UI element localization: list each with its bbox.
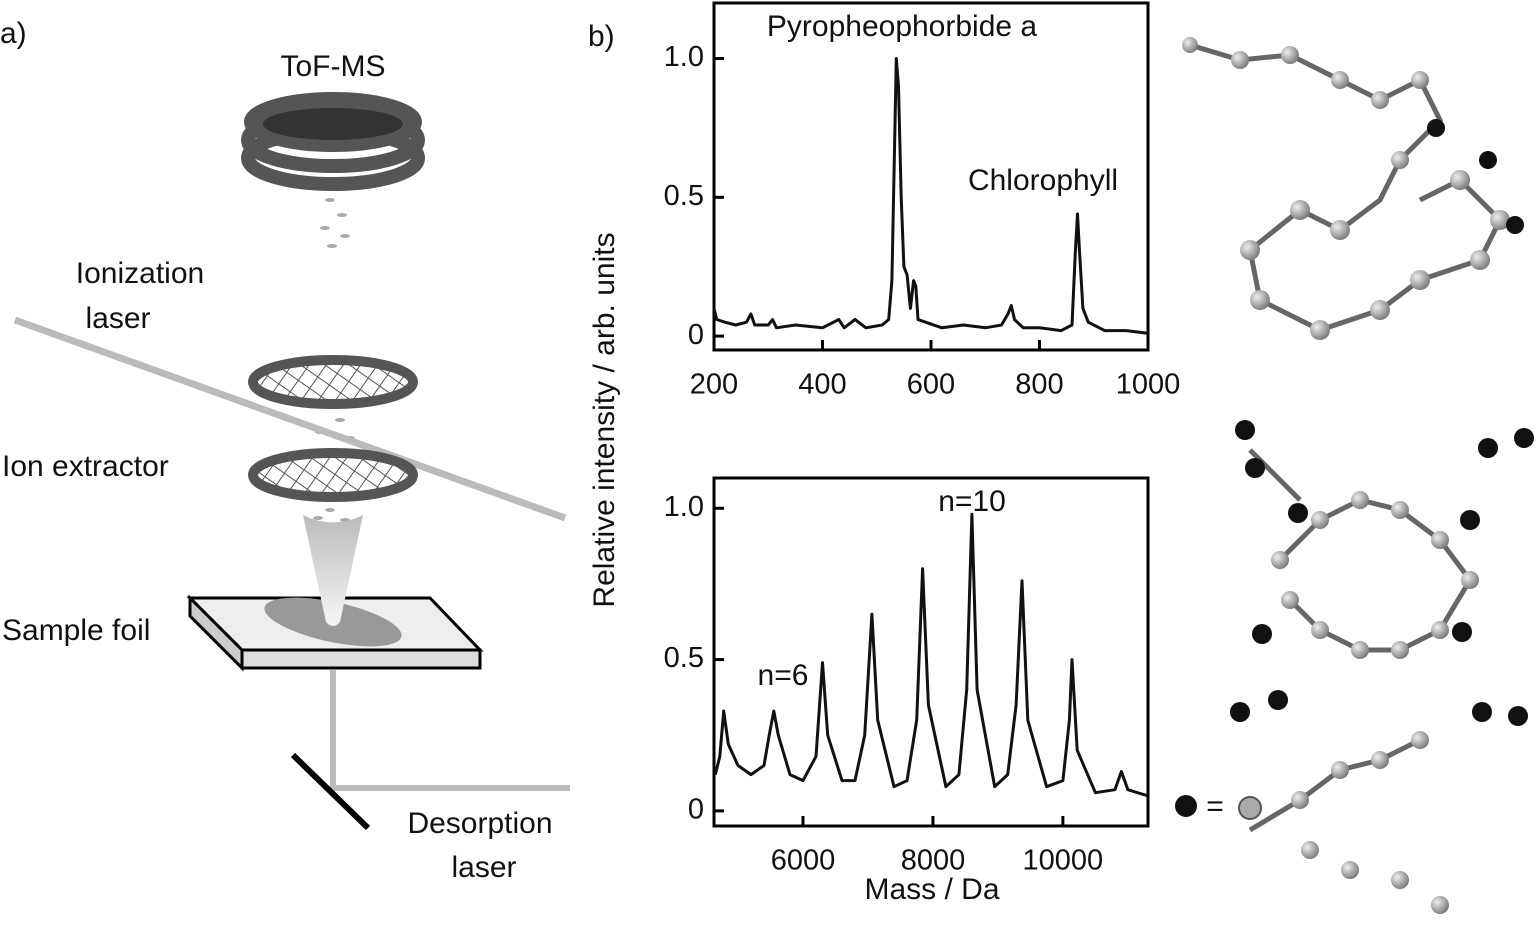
annotation: Pyropheophorbide a: [767, 10, 1038, 43]
equals-sign: =: [1206, 790, 1224, 823]
annotation: n=10: [938, 485, 1006, 518]
x-tick-label: 6000: [771, 845, 836, 877]
x-tick-label: 200: [690, 369, 738, 401]
annotation: Chlorophyll: [968, 164, 1118, 197]
atoms: [1182, 37, 1510, 914]
desorption-label: Desorption: [407, 807, 552, 840]
setup-diagram: [13, 92, 570, 831]
ionization-label: laser: [85, 302, 150, 335]
foil-label: Sample foil: [2, 614, 150, 647]
annotation: n=6: [758, 659, 809, 692]
tof-label: ToF-MS: [281, 50, 386, 83]
ionization-label: Ionization: [76, 257, 204, 290]
desorption-label: laser: [451, 851, 516, 884]
y-tick-label: 1.0: [664, 41, 704, 73]
y-tick-label: 0: [688, 319, 704, 351]
x-axis-label: Mass / Da: [864, 873, 999, 906]
x-tick-label: 1000: [1116, 369, 1181, 401]
dark-atoms: [1175, 119, 1534, 817]
y-tick-label: 0.5: [664, 180, 704, 212]
x-tick-label: 600: [907, 369, 955, 401]
spectrum-line: [713, 512, 1148, 798]
plot-frame: [712, 476, 1150, 828]
x-tick-label: 8000: [901, 845, 966, 877]
y-tick-label: 0.5: [664, 642, 704, 674]
y-tick-label: 1.0: [664, 491, 704, 523]
y-axis-label: Relative intensity / arb. units: [588, 232, 621, 607]
x-tick-label: 800: [1015, 369, 1063, 401]
panel-label: b): [588, 20, 615, 53]
spectrum-line: [712, 57, 1149, 335]
extractor-label: Ion extractor: [2, 450, 169, 483]
x-tick-label: 400: [798, 369, 846, 401]
x-tick-label: 10000: [1023, 845, 1104, 877]
y-tick-label: 0: [688, 794, 704, 826]
panel-label: a): [0, 17, 27, 50]
